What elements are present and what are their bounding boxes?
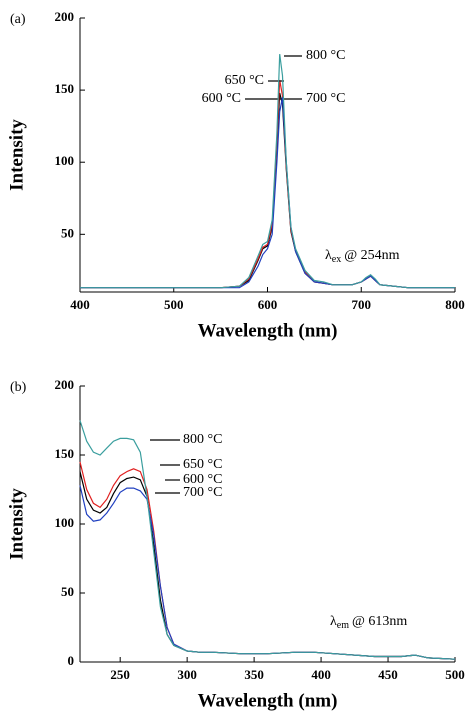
annotation-text: @ 254nm	[344, 248, 399, 263]
series-label: 700 °C	[183, 485, 222, 500]
panel-label: (a)	[10, 12, 26, 27]
series-label: 700 °C	[306, 91, 345, 106]
series-line	[79, 485, 456, 660]
series-line	[80, 54, 455, 289]
y-tick-label: 200	[55, 377, 75, 392]
y-tick-label: 50	[61, 584, 74, 599]
series-line	[79, 420, 456, 660]
x-axis-title: Wavelength (nm)	[198, 320, 338, 341]
x-tick-label: 700	[352, 297, 372, 312]
series-label: 800 °C	[183, 432, 222, 447]
y-tick-label: 100	[55, 515, 75, 530]
x-tick-label: 800	[445, 297, 465, 312]
annotation-text: @ 613nm	[352, 614, 407, 629]
x-tick-label: 600	[258, 297, 278, 312]
x-tick-label: 300	[177, 667, 197, 682]
x-tick-label: 500	[164, 297, 184, 312]
y-tick-label: 150	[55, 81, 75, 96]
y-tick-label: 0	[68, 653, 75, 668]
series-label: 600 °C	[202, 91, 241, 106]
annotation-symbol: λ	[325, 248, 332, 263]
series-line	[79, 471, 456, 660]
annotation: λem @ 613nm	[330, 614, 407, 631]
series-label: 650 °C	[183, 457, 222, 472]
y-axis-title: Intensity	[6, 119, 27, 191]
panel-label: (b)	[10, 380, 27, 395]
x-tick-label: 400	[70, 297, 90, 312]
series-line	[79, 461, 456, 660]
annotation: λex @ 254nm	[325, 248, 400, 265]
series-label: 600 °C	[183, 472, 222, 487]
annotation-subscript: ex	[332, 254, 341, 265]
series-label: 800 °C	[306, 48, 345, 63]
y-tick-label: 150	[55, 446, 75, 461]
x-tick-label: 500	[445, 667, 465, 682]
annotation-symbol: λ	[330, 614, 337, 629]
x-tick-label: 250	[110, 667, 130, 682]
annotation-subscript: em	[337, 620, 349, 631]
x-tick-label: 350	[244, 667, 264, 682]
y-tick-label: 200	[55, 9, 75, 24]
x-tick-label: 400	[311, 667, 331, 682]
series-label: 650 °C	[225, 73, 264, 88]
y-tick-label: 100	[55, 153, 75, 168]
y-tick-label: 50	[61, 225, 74, 240]
y-axis-title: Intensity	[6, 488, 27, 560]
x-axis-title: Wavelength (nm)	[198, 690, 338, 711]
x-tick-label: 450	[378, 667, 398, 682]
